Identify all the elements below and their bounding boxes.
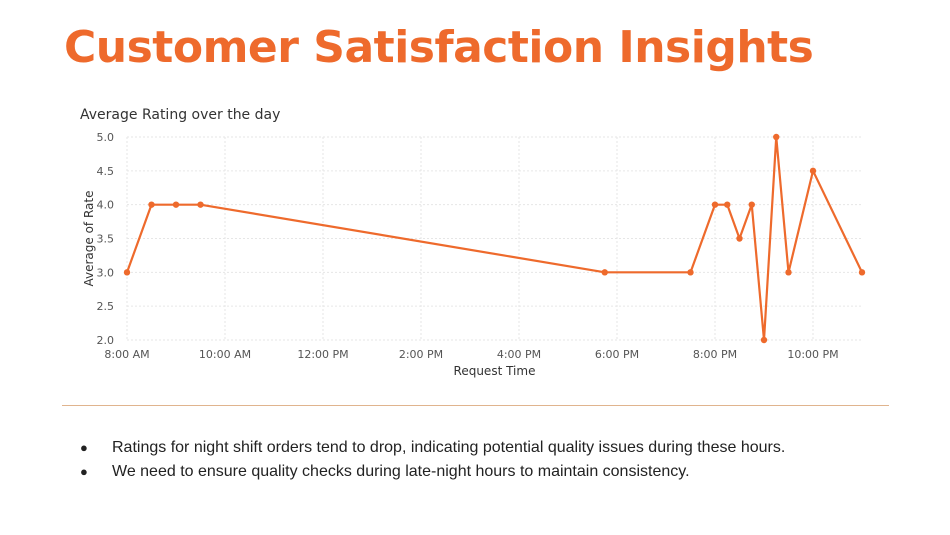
bullet-text: Ratings for night shift orders tend to d… — [112, 439, 786, 456]
data-point — [809, 167, 817, 175]
data-point — [760, 336, 768, 344]
x-tick-label: 2:00 PM — [399, 348, 443, 361]
x-tick-label: 6:00 PM — [595, 348, 639, 361]
data-point — [123, 269, 131, 276]
bullet-dot-icon: ● — [80, 464, 88, 479]
data-point — [687, 269, 694, 276]
data-point — [858, 269, 866, 276]
y-tick-label: 2.0 — [97, 334, 115, 347]
x-tick-label: 12:00 PM — [297, 348, 348, 361]
data-point — [172, 201, 180, 208]
data-point — [748, 201, 755, 208]
divider — [62, 405, 889, 406]
data-point — [197, 201, 204, 208]
slide-title: Customer Satisfaction Insights — [64, 22, 814, 73]
bullet-item: ● Ratings for night shift orders tend to… — [80, 437, 785, 461]
x-tick-label: 8:00 PM — [693, 348, 737, 361]
line-chart: 2.0 2.5 3.0 3.5 4.0 4.5 5.0 8:00 AM 10:00 AM 12:0… — [82, 131, 866, 378]
data-point — [736, 235, 743, 242]
y-tick-label: 4.5 — [97, 165, 115, 178]
data-point — [785, 269, 792, 276]
data-point — [773, 133, 780, 141]
x-tick-label: 10:00 AM — [199, 348, 251, 361]
data-point — [148, 201, 155, 208]
x-tick-label: 10:00 PM — [787, 348, 838, 361]
bullet-list: ● Ratings for night shift orders tend to… — [80, 437, 785, 485]
data-point — [601, 269, 608, 276]
y-tick-label: 5.0 — [97, 131, 115, 144]
bullet-text: We need to ensure quality checks during … — [112, 463, 690, 480]
y-tick-label: 3.5 — [97, 233, 115, 246]
chart-title: Average Rating over the day — [80, 107, 281, 123]
x-tick-label: 4:00 PM — [497, 348, 541, 361]
x-tick-label: 8:00 AM — [104, 348, 149, 361]
data-point — [711, 201, 719, 208]
y-axis-label: Average of Rate — [82, 191, 96, 287]
y-tick-label: 3.0 — [97, 266, 115, 279]
y-tick-label: 4.0 — [97, 199, 115, 212]
bullet-item: ● We need to ensure quality checks durin… — [80, 461, 785, 485]
y-tick-label: 2.5 — [97, 300, 115, 313]
x-axis-label: Request Time — [454, 364, 536, 378]
bullet-dot-icon: ● — [80, 440, 88, 455]
data-point — [724, 201, 731, 208]
